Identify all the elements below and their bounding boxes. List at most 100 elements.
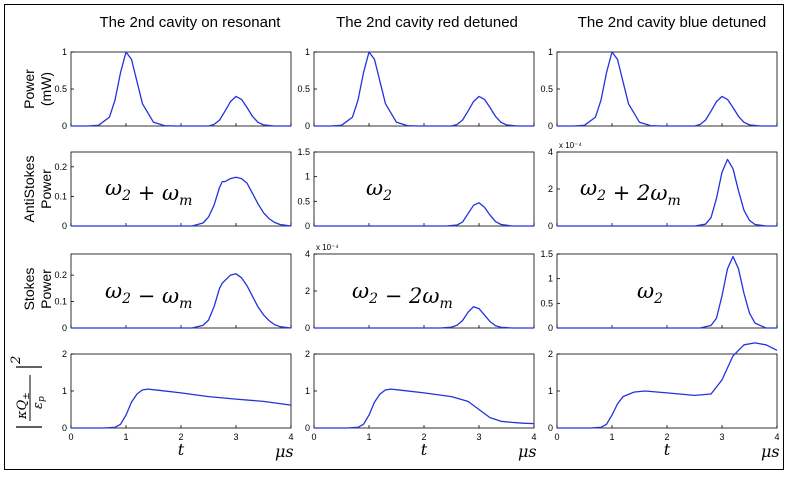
column-title-red-detuned: The 2nd cavity red detuned — [336, 14, 518, 31]
column-title-resonant: The 2nd cavity on resonant — [99, 14, 281, 31]
panel-annotation: ω2 − ωm — [105, 279, 192, 312]
x-tick-label: 0 — [68, 432, 73, 442]
series-line-power — [557, 51, 777, 127]
series-line-antistokes — [71, 176, 292, 227]
y-tick-label: 1 — [548, 47, 553, 57]
panel-annotation: ω2 + ωm — [105, 176, 192, 209]
y-tick-label: 2 — [305, 349, 310, 359]
y-tick-label: 4 — [305, 249, 310, 259]
panel-annotation: ω2 — [637, 279, 663, 307]
y-tick-label: 0.1 — [54, 297, 67, 307]
x-tick-label: 1 — [366, 432, 371, 442]
axes-box — [556, 353, 778, 429]
axes-box — [313, 353, 535, 429]
axes-box — [70, 353, 292, 429]
y-tick-label: 0 — [548, 423, 553, 433]
axes-box — [313, 51, 535, 127]
y-tick-label: 1.5 — [540, 249, 553, 259]
row-label-ratio: κQ± εp 2 — [9, 356, 47, 428]
series-line-antistokes — [557, 158, 777, 227]
x-tick-label: 4 — [288, 432, 293, 442]
y-tick-label: 0 — [305, 221, 310, 231]
y-tick-label: 1 — [305, 172, 310, 182]
x-tick-label: 2 — [178, 432, 183, 442]
y-tick-label: 0 — [548, 323, 553, 333]
y-tick-label: 2 — [548, 184, 553, 194]
y-tick-label: 0.1 — [54, 191, 67, 201]
x-axis-label-t: t — [664, 440, 671, 459]
y-tick-label: 1 — [305, 386, 310, 396]
y-tick-label: 0 — [62, 221, 67, 231]
x-axis-label-unit: μs — [761, 442, 780, 461]
y-tick-label: 0 — [305, 423, 310, 433]
y-tick-label: 0 — [62, 121, 67, 131]
y-tick-label: 0.5 — [540, 84, 553, 94]
panel-annotation: ω2 − 2ωm — [352, 279, 453, 312]
y-tick-label: 1 — [62, 386, 67, 396]
axes-box — [70, 51, 292, 127]
panel-r1-c2: 0 2 4 x 10⁻⁴ ω2 + 2ωm — [548, 141, 778, 231]
y-tick-label: 0 — [548, 121, 553, 131]
panel-r3-c0: 0 1 2 0 1 2 3 4 t μs — [62, 349, 294, 461]
y-tick-label: 1 — [548, 274, 553, 284]
axes-box — [556, 51, 778, 127]
axes-box — [70, 253, 292, 329]
y-multiplier: x 10⁻⁴ — [316, 243, 339, 252]
panel-r0-c2: 00.51 — [540, 47, 778, 131]
x-tick-label: 2 — [421, 432, 426, 442]
y-tick-label: 0.5 — [297, 196, 310, 206]
svg-text:εp: εp — [31, 396, 47, 409]
x-tick-label: 0 — [554, 432, 559, 442]
y-tick-label: 0.2 — [54, 162, 67, 172]
panel-r3-c2: 0 1 2 0 1 2 3 4 t μs — [548, 342, 780, 461]
panel-r3-c1: 0 1 2 0 1 2 3 4 t μs — [305, 349, 537, 461]
series-line-stokes — [314, 306, 534, 329]
x-tick-label: 3 — [476, 432, 481, 442]
x-tick-label: 4 — [774, 432, 779, 442]
x-tick-label: 4 — [531, 432, 536, 442]
panel-r2-c1: 0 2 4 x 10⁻⁴ ω2 − 2ωm — [305, 243, 535, 333]
y-tick-label: 2 — [305, 286, 310, 296]
x-axis-label-unit: μs — [518, 442, 537, 461]
y-tick-label: 0.5 — [54, 84, 67, 94]
y-tick-label: 0 — [62, 423, 67, 433]
axes-box — [313, 151, 535, 227]
y-tick-label: 1 — [62, 47, 67, 57]
x-axis-label-unit: μs — [275, 442, 294, 461]
x-tick-label: 3 — [719, 432, 724, 442]
x-tick-label: 1 — [123, 432, 128, 442]
series-line-power — [314, 51, 534, 127]
y-tick-label: 1 — [305, 47, 310, 57]
y-tick-label: 0 — [305, 323, 310, 333]
panel-r0-c1: 00.51 — [297, 47, 535, 131]
series-line-stokes — [557, 255, 777, 329]
y-tick-label: 0 — [305, 121, 310, 131]
panel-r1-c1: 0 0.5 1 1.5 ω2 — [297, 147, 535, 231]
x-axis-label-t: t — [421, 440, 428, 459]
svg-text:κQ±: κQ± — [15, 392, 32, 420]
svg-text:2: 2 — [9, 356, 24, 365]
panel-r0-c0: 00.51 — [54, 47, 292, 131]
y-tick-label: 0.5 — [540, 298, 553, 308]
axes-box — [70, 151, 292, 227]
x-tick-label: 2 — [664, 432, 669, 442]
column-title-blue-detuned: The 2nd cavity blue detuned — [577, 14, 767, 31]
y-tick-label: 0 — [548, 221, 553, 231]
y-tick-label: 0.2 — [54, 270, 67, 280]
y-tick-label: 4 — [548, 147, 553, 157]
panel-annotation: ω2 + 2ωm — [580, 176, 681, 209]
y-tick-label: 1.5 — [297, 147, 310, 157]
panel-r1-c0: 0 0.1 0.2 ω2 + ωm — [54, 151, 292, 231]
y-tick-label: 0.5 — [297, 84, 310, 94]
y-tick-label: 0 — [62, 323, 67, 333]
series-line-antistokes — [314, 202, 534, 227]
x-tick-label: 3 — [233, 432, 238, 442]
figure-frame — [4, 4, 784, 470]
series-line-power — [71, 51, 291, 127]
x-tick-label: 0 — [311, 432, 316, 442]
panel-annotation: ω2 — [366, 176, 392, 204]
y-tick-label: 2 — [62, 349, 67, 359]
series-line-ratio — [71, 388, 292, 429]
